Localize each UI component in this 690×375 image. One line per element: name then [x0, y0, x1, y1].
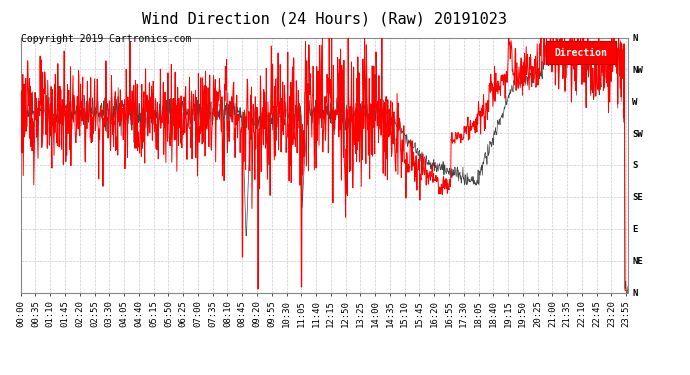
Text: Wind Direction (24 Hours) (Raw) 20191023: Wind Direction (24 Hours) (Raw) 20191023	[142, 11, 506, 26]
Text: Copyright 2019 Cartronics.com: Copyright 2019 Cartronics.com	[21, 34, 191, 44]
